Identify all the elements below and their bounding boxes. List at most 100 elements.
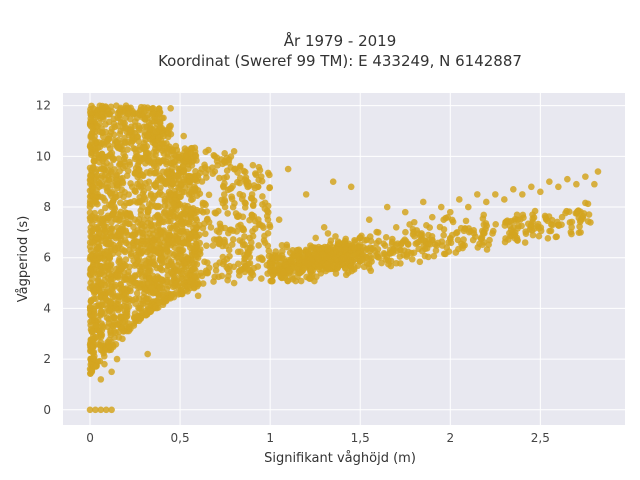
data-point bbox=[544, 235, 552, 242]
data-point bbox=[139, 203, 146, 211]
data-point bbox=[223, 167, 231, 174]
data-point bbox=[96, 158, 103, 166]
data-point bbox=[302, 191, 310, 198]
data-point bbox=[155, 230, 163, 238]
data-point bbox=[402, 228, 409, 236]
data-point bbox=[258, 275, 265, 282]
data-point bbox=[351, 244, 358, 252]
data-point bbox=[199, 208, 207, 216]
data-point bbox=[182, 207, 189, 215]
data-point bbox=[360, 263, 368, 271]
data-point bbox=[529, 231, 537, 239]
data-point bbox=[168, 146, 176, 153]
data-point bbox=[127, 126, 135, 134]
data-point bbox=[115, 249, 122, 257]
data-point bbox=[264, 202, 272, 210]
tick-labels: 0 0,5 1 1,5 2 2,5 0 2 4 6 8 10 12 bbox=[36, 99, 550, 445]
data-point bbox=[121, 189, 129, 196]
data-point bbox=[244, 266, 252, 273]
data-point bbox=[452, 249, 460, 256]
data-point bbox=[135, 304, 142, 312]
data-point bbox=[426, 241, 434, 248]
data-point bbox=[244, 183, 252, 191]
data-point bbox=[87, 296, 95, 304]
data-point bbox=[221, 150, 228, 157]
data-point bbox=[98, 165, 105, 173]
data-point bbox=[226, 185, 234, 193]
data-point bbox=[216, 236, 224, 244]
data-point bbox=[125, 110, 132, 117]
data-point bbox=[401, 208, 409, 216]
data-point bbox=[358, 256, 366, 264]
data-point bbox=[101, 276, 109, 284]
data-point bbox=[138, 249, 145, 257]
data-point bbox=[141, 144, 149, 151]
data-point bbox=[280, 268, 287, 276]
data-point bbox=[293, 252, 301, 260]
data-point bbox=[228, 193, 235, 200]
data-point bbox=[90, 311, 98, 319]
data-point bbox=[107, 276, 115, 283]
data-point bbox=[160, 150, 168, 157]
data-point bbox=[155, 219, 163, 227]
data-point bbox=[342, 265, 349, 272]
data-point bbox=[510, 186, 517, 193]
data-point bbox=[313, 273, 320, 281]
data-point bbox=[163, 276, 171, 284]
data-point bbox=[416, 258, 424, 266]
data-point bbox=[204, 259, 211, 266]
data-point bbox=[92, 406, 99, 414]
data-point bbox=[249, 227, 256, 235]
data-point bbox=[102, 406, 110, 414]
data-point bbox=[123, 239, 130, 247]
data-point bbox=[440, 231, 447, 239]
data-point bbox=[163, 247, 171, 254]
data-point bbox=[549, 221, 556, 229]
data-point bbox=[165, 235, 172, 243]
data-point bbox=[406, 221, 413, 228]
data-point bbox=[161, 213, 169, 220]
data-point bbox=[392, 241, 400, 249]
data-point bbox=[102, 227, 109, 235]
data-point bbox=[180, 176, 187, 183]
data-point bbox=[283, 243, 291, 251]
data-point bbox=[284, 277, 291, 285]
data-point bbox=[203, 174, 210, 181]
data-point bbox=[130, 197, 138, 205]
data-point bbox=[239, 213, 247, 221]
data-point bbox=[212, 262, 220, 269]
data-point bbox=[117, 199, 124, 207]
data-point bbox=[224, 210, 231, 217]
data-point bbox=[88, 123, 95, 130]
data-point bbox=[88, 239, 96, 246]
data-point bbox=[87, 117, 95, 125]
data-point bbox=[90, 270, 97, 277]
data-point bbox=[584, 218, 592, 225]
data-point bbox=[215, 273, 222, 281]
data-point bbox=[219, 182, 227, 190]
data-point bbox=[279, 247, 286, 255]
data-point bbox=[92, 322, 99, 329]
data-point bbox=[376, 254, 383, 261]
data-point bbox=[246, 244, 254, 252]
data-point bbox=[124, 272, 132, 279]
data-point bbox=[89, 145, 96, 152]
data-point bbox=[232, 165, 239, 173]
data-point bbox=[122, 256, 130, 263]
data-point bbox=[215, 228, 223, 236]
data-point bbox=[108, 368, 115, 376]
data-point bbox=[531, 225, 538, 232]
data-point bbox=[492, 221, 499, 228]
data-point bbox=[501, 238, 509, 246]
data-point bbox=[237, 162, 244, 170]
data-point bbox=[240, 226, 248, 234]
data-point bbox=[86, 406, 94, 414]
data-point bbox=[255, 242, 262, 249]
data-point bbox=[241, 233, 248, 240]
data-point bbox=[167, 104, 174, 112]
data-point bbox=[88, 102, 95, 110]
data-point bbox=[178, 188, 186, 196]
data-point bbox=[92, 214, 99, 221]
data-point bbox=[191, 183, 198, 191]
data-point bbox=[141, 108, 148, 116]
